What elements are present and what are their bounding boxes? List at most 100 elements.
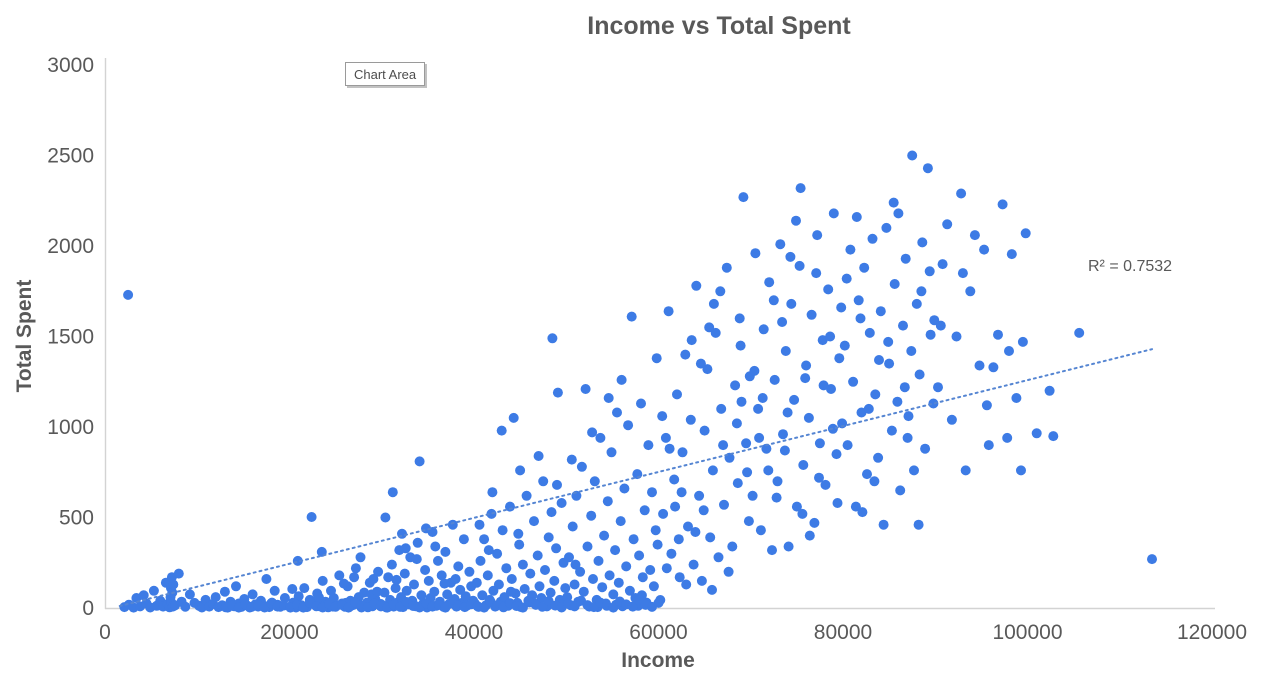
chart-title[interactable]: Income vs Total Spent [587, 12, 851, 40]
data-point[interactable] [658, 508, 669, 519]
data-point[interactable] [650, 525, 661, 536]
data-point[interactable] [1011, 393, 1022, 403]
data-point[interactable] [690, 527, 701, 537]
data-point[interactable] [608, 589, 619, 600]
data-point[interactable] [988, 362, 999, 373]
data-point[interactable] [420, 565, 431, 575]
data-point[interactable] [743, 516, 754, 527]
data-point[interactable] [1048, 431, 1059, 442]
data-point[interactable] [664, 443, 675, 454]
data-point[interactable] [707, 465, 718, 476]
data-point[interactable] [663, 306, 674, 317]
data-point[interactable] [475, 555, 486, 566]
data-point[interactable] [450, 574, 461, 584]
data-point[interactable] [338, 578, 349, 589]
data-point[interactable] [732, 478, 743, 489]
data-point[interactable] [814, 438, 825, 449]
data-point[interactable] [951, 331, 962, 342]
data-point[interactable] [570, 559, 581, 570]
data-point[interactable] [920, 443, 931, 454]
data-point[interactable] [791, 501, 802, 512]
data-point[interactable] [525, 568, 536, 579]
data-point[interactable] [997, 199, 1008, 210]
data-point[interactable] [957, 268, 968, 279]
data-point[interactable] [433, 555, 443, 566]
data-point[interactable] [401, 585, 412, 596]
data-point[interactable] [440, 546, 451, 557]
data-point[interactable] [685, 414, 696, 425]
data-point[interactable] [794, 260, 805, 271]
data-point[interactable] [698, 505, 709, 516]
data-point[interactable] [597, 582, 608, 593]
data-point[interactable] [965, 286, 976, 297]
data-point[interactable] [411, 554, 422, 565]
data-point[interactable] [210, 592, 221, 603]
data-point[interactable] [839, 340, 850, 351]
data-point[interactable] [713, 552, 724, 563]
data-point[interactable] [423, 575, 434, 586]
data-point[interactable] [764, 277, 775, 288]
data-point[interactable] [742, 467, 753, 478]
data-point[interactable] [911, 298, 922, 309]
data-point[interactable] [979, 244, 990, 255]
data-point[interactable] [621, 561, 632, 572]
data-point[interactable] [942, 219, 953, 230]
data-point[interactable] [648, 581, 659, 592]
data-point[interactable] [399, 568, 410, 579]
data-point[interactable] [674, 572, 685, 583]
data-point[interactable] [718, 440, 729, 451]
data-point[interactable] [785, 251, 796, 262]
data-point[interactable] [676, 487, 687, 498]
data-point[interactable] [173, 568, 184, 579]
data-point[interactable] [993, 329, 1003, 340]
data-point[interactable] [634, 550, 645, 561]
data-point[interactable] [486, 508, 497, 519]
data-point[interactable] [608, 602, 619, 613]
data-point[interactable] [386, 559, 397, 570]
data-point[interactable] [791, 215, 801, 226]
data-point[interactable] [800, 373, 811, 384]
data-point[interactable] [506, 574, 517, 584]
data-point[interactable] [442, 589, 453, 600]
data-point[interactable] [547, 333, 558, 344]
data-point[interactable] [505, 586, 516, 597]
data-point[interactable] [898, 320, 908, 331]
data-point[interactable] [867, 233, 878, 244]
data-point[interactable] [754, 432, 765, 443]
data-point[interactable] [777, 317, 788, 327]
data-point[interactable] [482, 570, 493, 581]
data-point[interactable] [842, 440, 853, 451]
data-point[interactable] [823, 284, 834, 295]
data-point[interactable] [391, 574, 402, 585]
data-point[interactable] [123, 289, 134, 300]
data-point[interactable] [691, 280, 702, 291]
data-point[interactable] [269, 585, 280, 596]
data-point[interactable] [889, 279, 900, 289]
data-point[interactable] [477, 590, 488, 601]
data-point[interactable] [771, 492, 782, 503]
data-point[interactable] [825, 331, 836, 342]
data-point[interactable] [666, 548, 677, 559]
data-point[interactable] [639, 505, 650, 516]
data-point[interactable] [479, 602, 490, 613]
data-point[interactable] [349, 572, 360, 583]
data-point[interactable] [615, 516, 626, 527]
data-point[interactable] [538, 476, 549, 487]
data-point[interactable] [514, 539, 525, 550]
data-point[interactable] [669, 474, 680, 485]
data-point[interactable] [695, 358, 706, 369]
data-point[interactable] [372, 586, 383, 597]
data-point[interactable] [560, 583, 571, 594]
data-point[interactable] [772, 476, 783, 487]
data-point[interactable] [589, 476, 600, 487]
data-point[interactable] [818, 380, 829, 391]
data-point[interactable] [1074, 327, 1085, 338]
data-point[interactable] [916, 286, 927, 297]
data-point[interactable] [981, 400, 992, 411]
data-point[interactable] [914, 369, 925, 380]
data-point[interactable] [380, 512, 391, 523]
data-point[interactable] [409, 579, 419, 590]
data-point[interactable] [487, 487, 498, 498]
data-point[interactable] [534, 581, 545, 592]
